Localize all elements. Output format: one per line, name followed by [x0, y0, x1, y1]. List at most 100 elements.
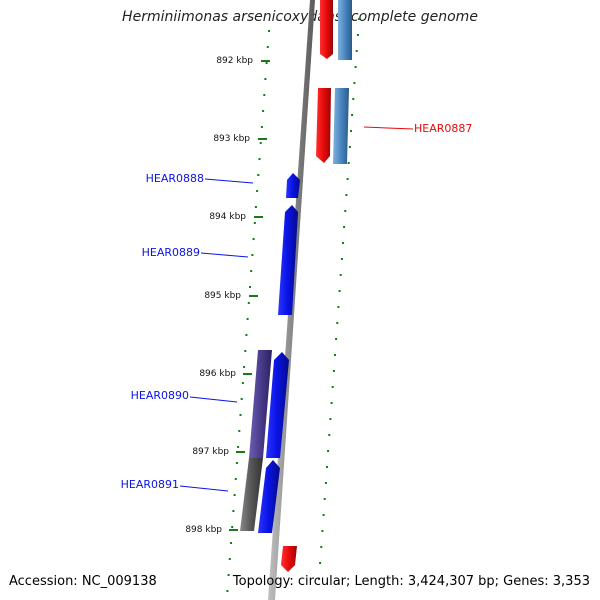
tick-label-894: 894 kbp [209, 212, 246, 222]
minor-tick [326, 466, 328, 468]
tick-label-897: 897 kbp [192, 447, 229, 457]
cds-gray [240, 458, 263, 531]
minor-tick [329, 418, 332, 420]
tick-label-895: 895 kbp [204, 291, 241, 301]
gene-arrow-steelblue-top [338, 0, 352, 60]
minor-tick [356, 34, 359, 36]
minor-tick [322, 514, 325, 516]
minor-tick [266, 46, 269, 48]
minor-tick [345, 194, 348, 196]
minor-tick [328, 434, 331, 436]
minor-tick [334, 354, 336, 356]
cds-purple [249, 350, 272, 458]
minor-tick [235, 462, 238, 464]
minor-tick [252, 238, 255, 240]
minor-tick [254, 206, 257, 208]
minor-tick [358, 18, 360, 20]
minor-tick [351, 114, 354, 116]
minor-tick [353, 82, 356, 84]
minor-tick [233, 494, 236, 496]
minor-tick [244, 350, 247, 352]
minor-tick [354, 66, 357, 68]
minor-tick [243, 366, 246, 368]
minor-tick [324, 482, 327, 484]
gene-arrow-hear0888 [286, 173, 300, 198]
tick-896: 896 kbp [199, 369, 252, 379]
minor-tick [260, 126, 263, 128]
inner-tick-ring [226, 30, 270, 592]
tick-895: 895 kbp [204, 291, 258, 301]
topology-text: Topology: circular; Length: 3,424,307 bp… [232, 574, 590, 589]
minor-tick [251, 254, 254, 256]
minor-tick [343, 226, 346, 228]
minor-tick [234, 478, 237, 480]
minor-tick [247, 302, 250, 304]
minor-tick [250, 270, 253, 272]
gene-arrow-hear0889 [278, 205, 298, 315]
minor-tick [226, 590, 229, 592]
minor-tick [268, 30, 270, 32]
label-hear0887-text[interactable]: HEAR0887 [414, 122, 472, 135]
minor-tick [340, 258, 343, 260]
minor-tick [232, 510, 235, 512]
gene-arrow-reverse-top [320, 0, 333, 59]
label-hear0890-text[interactable]: HEAR0890 [131, 389, 189, 402]
minor-tick [355, 50, 358, 52]
label-hear0888[interactable]: HEAR0888 [146, 172, 254, 185]
minor-tick [253, 222, 256, 224]
minor-tick [350, 130, 352, 132]
map-title: Herminiimonas arsenicoxydans, complete g… [122, 9, 478, 25]
minor-tick [240, 398, 243, 400]
minor-tick [227, 574, 230, 576]
minor-tick [344, 210, 347, 212]
minor-tick [335, 338, 338, 340]
minor-tick [321, 530, 324, 532]
minor-tick [263, 94, 266, 96]
minor-tick [256, 190, 259, 192]
label-hear0887[interactable]: HEAR0887 [363, 122, 472, 135]
minor-tick [258, 158, 261, 160]
gene-arrow-hear0890 [266, 352, 289, 458]
tick-892: 892 kbp [216, 56, 270, 66]
minor-tick [319, 562, 322, 564]
tick-label-896: 896 kbp [199, 369, 236, 379]
minor-tick [342, 242, 344, 244]
minor-tick [228, 558, 231, 560]
minor-tick [239, 414, 242, 416]
label-hear0888-text[interactable]: HEAR0888 [146, 172, 204, 185]
minor-tick [318, 578, 320, 580]
minor-tick [330, 402, 333, 404]
cds-hear0887 [333, 88, 349, 164]
outer-tick-ring [318, 18, 360, 580]
minor-tick [327, 450, 330, 452]
label-hear0891-text[interactable]: HEAR0891 [121, 478, 179, 491]
minor-tick [339, 274, 342, 276]
gene-arrow-hear0887 [316, 88, 331, 163]
label-hear0890[interactable]: HEAR0890 [131, 389, 238, 403]
label-hear0889[interactable]: HEAR0889 [142, 246, 249, 259]
tick-label-898: 898 kbp [185, 525, 222, 535]
minor-tick [245, 334, 248, 336]
minor-tick [336, 322, 339, 324]
tick-897: 897 kbp [192, 447, 245, 457]
minor-tick [346, 178, 349, 180]
minor-tick [338, 290, 341, 292]
minor-tick [246, 318, 249, 320]
minor-tick [262, 110, 265, 112]
label-hear0891[interactable]: HEAR0891 [121, 478, 229, 492]
minor-tick [257, 174, 260, 176]
minor-tick [249, 286, 251, 288]
minor-tick [264, 78, 267, 80]
minor-tick [320, 546, 323, 548]
minor-tick [347, 162, 350, 164]
minor-tick [265, 62, 268, 64]
minor-tick [238, 430, 241, 432]
label-hear0889-text[interactable]: HEAR0889 [142, 246, 200, 259]
gene-arrow-hear0891 [258, 460, 280, 533]
minor-tick [259, 142, 262, 144]
minor-tick [332, 370, 335, 372]
tick-894: 894 kbp [209, 212, 263, 222]
minor-tick [230, 542, 232, 544]
minor-tick [323, 498, 326, 500]
